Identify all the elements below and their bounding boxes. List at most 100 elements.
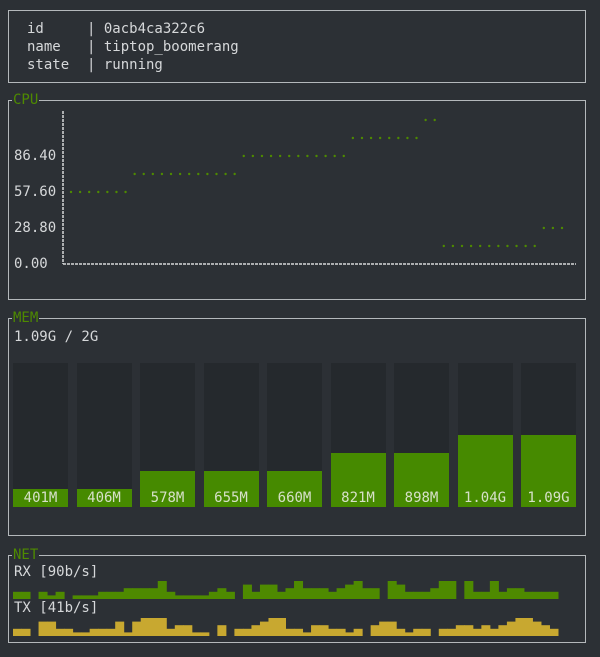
rx-spark-bar: [294, 581, 304, 599]
tx-spark-bar: [98, 628, 108, 636]
cpu-data-point: [415, 136, 418, 140]
mem-bar-label: 821M: [341, 490, 375, 506]
rx-spark-bar: [404, 591, 414, 599]
mem-bar-fill: [13, 489, 68, 507]
rx-spark-bar: [421, 591, 431, 599]
cpu-data-point: [351, 136, 355, 140]
cpu-data-point: [533, 244, 536, 248]
mem-bar: 660M: [267, 363, 322, 507]
rx-spark-bar: [106, 591, 116, 599]
tx-spark-bar: [438, 628, 448, 636]
cpu-data-point: [515, 244, 518, 248]
cpu-data-point: [69, 190, 73, 194]
tx-spark-bar: [464, 625, 474, 636]
mem-summary: 1.09G / 2G: [14, 329, 99, 345]
rx-spark-bar: [430, 588, 440, 599]
tx-spark-bar: [515, 618, 525, 636]
rx-spark-bar: [506, 588, 516, 599]
net-title: NET: [12, 546, 40, 564]
container-info-panel: id | 0acb4ca322c6 name | tiptop_boomerang …: [8, 10, 586, 83]
rx-spark-bar: [81, 595, 91, 599]
rx-spark-bar: [438, 581, 448, 599]
tx-spark-bar: [106, 628, 116, 636]
cpu-y-tick: 86.40: [14, 148, 57, 164]
tx-spark-bar: [234, 628, 244, 636]
tx-spark-bar: [183, 625, 193, 636]
cpu-data-point: [288, 154, 291, 158]
cpu-data-point: [406, 136, 409, 140]
cpu-data-point: [388, 136, 391, 140]
net-sparklines: [13, 581, 559, 636]
tx-spark-bar: [21, 628, 31, 636]
rx-spark-bar: [362, 588, 372, 599]
rx-spark-bar: [21, 591, 31, 599]
cpu-data-point: [551, 226, 555, 230]
cpu-data-point: [324, 154, 327, 158]
cpu-data-point: [133, 172, 136, 176]
rx-spark-bar: [55, 591, 65, 599]
mem-bar-label: 898M: [404, 490, 439, 506]
info-row-name: name | tiptop_boomerang: [27, 39, 239, 55]
rx-spark-bar: [549, 591, 559, 599]
rx-spark-bar: [276, 591, 286, 599]
tx-spark-bar: [13, 628, 23, 636]
cpu-data-point: [188, 172, 191, 176]
tx-spark-bar: [379, 621, 389, 636]
rx-spark-bar: [123, 588, 133, 599]
cpu-data-point: [378, 136, 382, 140]
rx-spark-bar: [345, 584, 355, 599]
cpu-y-tick: 0.00: [14, 256, 48, 272]
rx-spark-bar: [200, 595, 210, 599]
rx-spark-bar: [353, 581, 363, 599]
rx-label: RX [90b/s]: [14, 564, 99, 580]
tx-spark-bar: [319, 625, 329, 636]
cpu-data-point: [506, 244, 509, 248]
rx-spark-bar: [259, 584, 269, 599]
rx-spark-bar: [13, 591, 23, 599]
cpu-data-point: [542, 226, 546, 230]
tx-spark-bar: [38, 621, 48, 636]
rx-spark-bar: [396, 584, 406, 599]
cpu-data-point: [360, 136, 364, 140]
mem-bar-fill: [330, 453, 386, 507]
rx-spark-bar: [251, 591, 261, 599]
tx-spark-bar: [47, 621, 57, 636]
tx-spark-bar: [174, 625, 184, 636]
cpu-data-point: [215, 172, 218, 176]
mem-bar: 1.09G: [521, 363, 576, 507]
cpu-data-point: [469, 244, 473, 248]
mem-bar-label: 1.04G: [463, 490, 507, 506]
tx-spark-bar: [132, 621, 142, 636]
cpu-data-point: [178, 172, 182, 176]
cpu-chart: [62, 111, 576, 265]
cpu-data-point: [233, 172, 236, 176]
cpu-title: CPU: [12, 91, 40, 109]
tx-spark-bar: [455, 625, 465, 636]
tx-spark-bar: [285, 628, 295, 636]
mem-bar-fill: [457, 435, 513, 507]
mem-bar-label: 578M: [150, 490, 185, 506]
cpu-data-point: [169, 172, 173, 176]
tx-spark-bar: [336, 628, 346, 636]
cpu-data-point: [251, 154, 255, 158]
tx-spark-bar: [302, 632, 312, 636]
cpu-data-point: [315, 154, 318, 158]
mem-bar-fill: [76, 489, 132, 507]
mem-bar-label: 655M: [214, 490, 248, 506]
tx-spark-bar: [55, 628, 65, 636]
mem-bar: 821M: [330, 363, 386, 507]
rx-spark-bar: [523, 591, 533, 599]
rx-spark-bar: [38, 591, 48, 599]
tx-spark-bar: [311, 625, 321, 636]
cpu-data-point: [560, 226, 564, 230]
info-value: running: [103, 57, 163, 73]
cpu-data-point: [478, 244, 482, 248]
info-key: id: [27, 21, 44, 37]
mem-bar: 1.04G: [457, 363, 513, 507]
tx-spark-bar: [191, 632, 201, 636]
tx-spark-bar: [268, 618, 278, 636]
rx-spark-bar: [413, 591, 423, 599]
rx-spark-bar: [311, 588, 321, 599]
mem-bar-label: 1.09G: [527, 490, 570, 506]
rx-spark-bar: [191, 595, 201, 599]
